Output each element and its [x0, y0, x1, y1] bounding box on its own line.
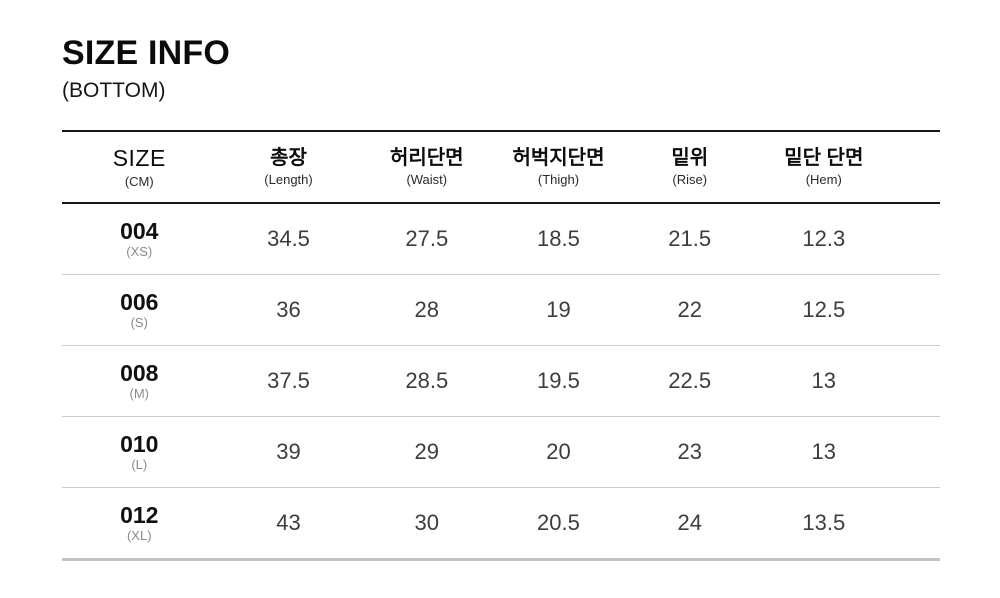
table-row: 008 (M) 37.5 28.5 19.5 22.5 13	[62, 345, 940, 417]
measurement-value: 43	[216, 487, 361, 561]
column-header-rise: 밑위 (Rise)	[623, 131, 756, 204]
page-title: SIZE INFO	[62, 34, 231, 72]
table-row: 010 (L) 39 29 20 23 13	[62, 416, 940, 488]
measurement-value: 22.5	[623, 345, 756, 417]
size-code: 004	[120, 217, 159, 244]
measurement-value: 29	[360, 416, 494, 488]
measurement-value: 19.5	[493, 345, 624, 417]
measurement-value: 30	[360, 487, 494, 561]
column-label: 밑단 단면	[784, 146, 864, 169]
size-table-body: 004 (XS) 34.5 27.5 18.5 21.5 12.3 006 (S) 36 28 19 2…	[62, 203, 940, 561]
size-code: 006	[120, 288, 159, 315]
table-header-row: SIZE (CM) 총장 (Length) 허리단면 (Waist) 허벅지단면…	[62, 131, 940, 204]
column-header-hem: 밑단 단면 (Hem)	[755, 131, 940, 204]
measurement-value: 19	[493, 274, 624, 346]
size-cell: 012 (XL)	[62, 487, 217, 561]
measurement-value: 23	[623, 416, 756, 488]
column-label: 허리단면	[389, 146, 464, 169]
size-code: 010	[120, 430, 159, 457]
column-header-length: 총장 (Length)	[216, 131, 361, 204]
measurement-value: 27.5	[360, 203, 494, 275]
measurement-value: 20	[493, 416, 624, 488]
column-sublabel: (Rise)	[672, 171, 708, 187]
measurement-value: 13	[755, 416, 940, 488]
table-row: 004 (XS) 34.5 27.5 18.5 21.5 12.3	[62, 203, 940, 275]
size-cell: 010 (L)	[62, 416, 217, 488]
column-sublabel: (Thigh)	[537, 171, 580, 187]
measurement-value: 28.5	[360, 345, 494, 417]
column-label: 밑위	[671, 146, 709, 169]
measurement-value: 22	[623, 274, 756, 346]
measurement-value: 12.5	[755, 274, 940, 346]
size-alias: (S)	[130, 315, 148, 330]
measurement-value: 12.3	[755, 203, 940, 275]
measurement-value: 39	[216, 416, 361, 488]
column-sublabel: (CM)	[124, 173, 154, 189]
size-alias: (M)	[129, 386, 150, 401]
column-sublabel: (Hem)	[805, 171, 842, 187]
column-sublabel: (Length)	[264, 171, 313, 187]
measurement-value: 24	[623, 487, 756, 561]
column-header-waist: 허리단면 (Waist)	[360, 131, 494, 204]
size-alias: (XL)	[126, 528, 152, 543]
column-header-size: SIZE (CM)	[62, 131, 217, 204]
page-subtitle: (BOTTOM)	[62, 79, 166, 102]
size-cell: 008 (M)	[62, 345, 217, 417]
measurement-value: 13	[755, 345, 940, 417]
measurement-value: 13.5	[755, 487, 940, 561]
measurement-value: 28	[360, 274, 494, 346]
measurement-value: 20.5	[493, 487, 624, 561]
measurement-value: 34.5	[216, 203, 361, 275]
column-label: SIZE	[112, 145, 166, 172]
measurement-value: 36	[216, 274, 361, 346]
column-label: 총장	[270, 146, 307, 169]
column-header-thigh: 허벅지단면 (Thigh)	[493, 131, 624, 204]
size-alias: (XS)	[126, 244, 153, 259]
measurement-value: 21.5	[623, 203, 756, 275]
size-code: 008	[120, 359, 159, 386]
size-code: 012	[120, 501, 159, 528]
size-alias: (L)	[131, 457, 148, 472]
column-label: 허벅지단면	[512, 146, 605, 169]
column-sublabel: (Waist)	[406, 171, 448, 187]
size-cell: 004 (XS)	[62, 203, 217, 275]
table-row: 006 (S) 36 28 19 22 12.5	[62, 274, 940, 346]
size-table: SIZE (CM) 총장 (Length) 허리단면 (Waist) 허벅지단면…	[62, 130, 940, 561]
table-row: 012 (XL) 43 30 20.5 24 13.5	[62, 487, 940, 561]
size-info-page: SIZE INFO (BOTTOM) SIZE (CM) 총장 (Length)	[62, 34, 940, 561]
size-cell: 006 (S)	[62, 274, 217, 346]
measurement-value: 18.5	[493, 203, 624, 275]
measurement-value: 37.5	[216, 345, 361, 417]
